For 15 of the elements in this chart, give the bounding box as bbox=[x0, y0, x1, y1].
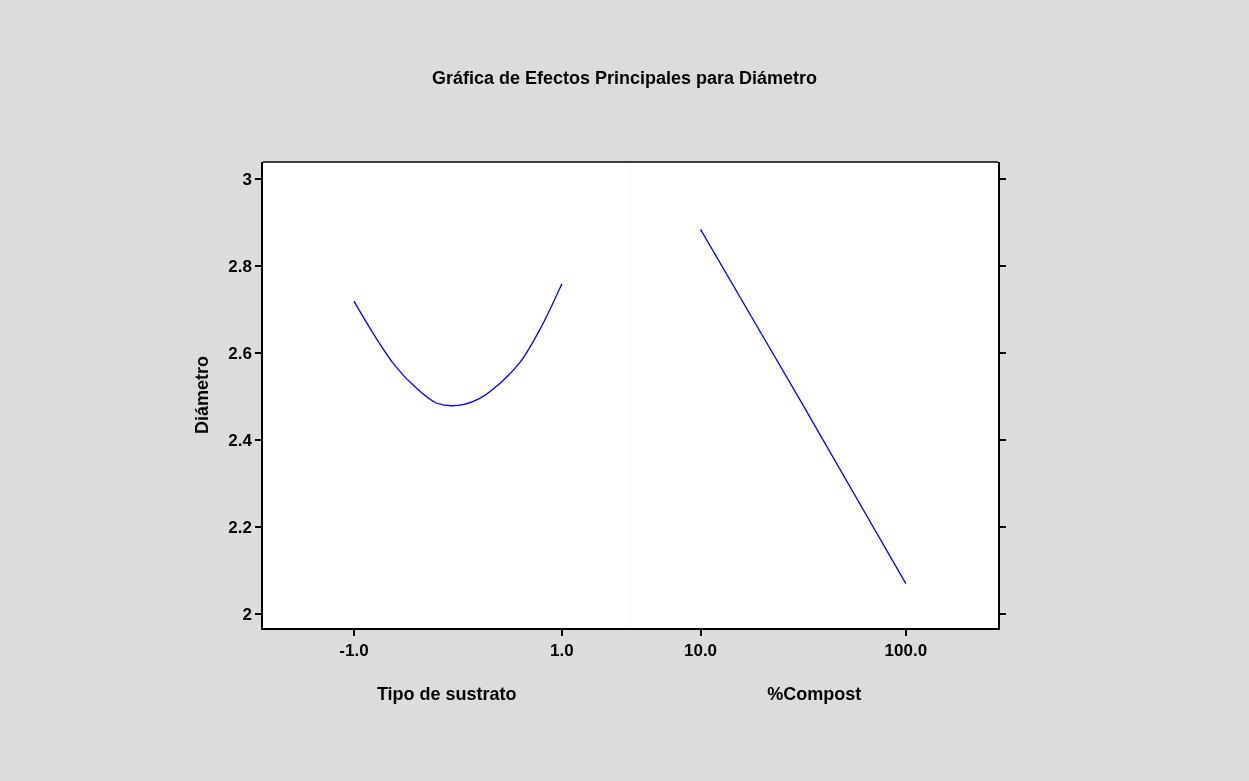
chart-title: Gráfica de Efectos Principales para Diámetro bbox=[431, 68, 818, 89]
x-axis-title: Tipo de sustrato bbox=[376, 683, 517, 704]
y-tick-label: 2 bbox=[242, 605, 252, 625]
line-series bbox=[353, 283, 563, 407]
y-tick-label: 2.4 bbox=[228, 431, 253, 451]
y-tick-label: 2.2 bbox=[228, 518, 252, 538]
y-tick-label: 2.6 bbox=[228, 344, 252, 364]
x-tick-label: 100.0 bbox=[884, 641, 928, 661]
y-tick-label: 3 bbox=[242, 170, 252, 190]
x-tick-label: 1.0 bbox=[550, 641, 574, 661]
y-tick-label: 2.8 bbox=[228, 257, 252, 277]
x-axis-title: %Compost bbox=[767, 683, 862, 704]
x-tick-label: 10.0 bbox=[683, 641, 718, 661]
y-axis-title: Diámetro bbox=[191, 355, 212, 435]
x-tick-label: -1.0 bbox=[339, 641, 369, 661]
